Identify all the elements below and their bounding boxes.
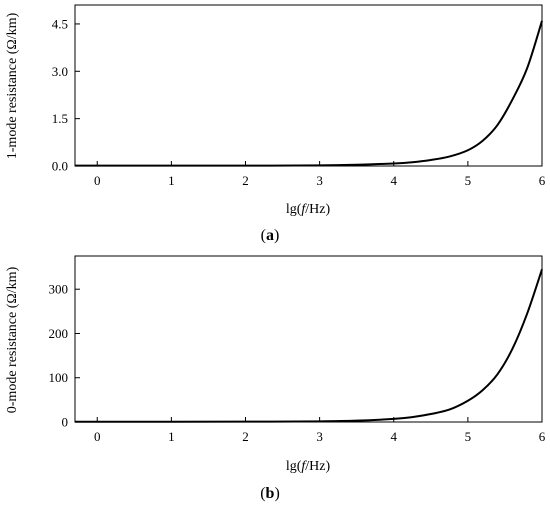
- x-tick-label: 5: [465, 429, 472, 444]
- y-axis-label-a: 1-mode resistance (Ω/km): [5, 12, 20, 159]
- y-ticks-b: 0 100 200 300: [49, 282, 80, 430]
- plot-frame-a: [74, 4, 543, 167]
- x-tick-label: 1: [168, 173, 175, 188]
- x-tick-label: 4: [390, 173, 397, 188]
- x-tick-label: 2: [242, 429, 249, 444]
- x-axis-label-a: lg(f/Hz): [286, 202, 331, 217]
- x-tick-label: 3: [316, 173, 323, 188]
- y-ticks-a: 0.0 1.5 3.0 4.5: [52, 16, 80, 174]
- x-tick-label: 6: [539, 173, 546, 188]
- x-tick-label: 5: [465, 173, 472, 188]
- x-tick-label: 2: [242, 173, 249, 188]
- y-tick-label: 0.0: [52, 159, 68, 174]
- x-tick-label: 4: [390, 429, 397, 444]
- chart-panel-a: 0 1 2 3 4 5 6 0.0 1.5 3.0 4.5 lg(f/Hz) 1-mode res…: [5, 4, 546, 244]
- x-tick-label: 0: [94, 429, 101, 444]
- x-tick-label: 1: [168, 429, 175, 444]
- x-ticks-a: 0 1 2 3 4 5 6: [94, 161, 546, 188]
- y-axis-label-b: 0-mode resistance (Ω/km): [5, 266, 20, 413]
- x-tick-label: 0: [94, 173, 101, 188]
- y-tick-label: 4.5: [52, 16, 68, 31]
- x-tick-label: 6: [539, 429, 546, 444]
- panel-label-b: (b): [260, 485, 280, 502]
- y-tick-label: 0: [62, 415, 69, 430]
- y-tick-label: 1.5: [52, 111, 68, 126]
- y-tick-label: 3.0: [52, 64, 68, 79]
- x-axis-label-b: lg(f/Hz): [286, 459, 331, 474]
- series-line-b: [74, 268, 543, 423]
- chart-panel-b: 0 1 2 3 4 5 6 0 100 200 300 lg(f/Hz) 0-mode resis…: [5, 255, 546, 502]
- panel-label-a: (a): [261, 227, 280, 244]
- x-tick-label: 3: [316, 429, 323, 444]
- y-tick-label: 100: [49, 370, 69, 385]
- y-tick-label: 300: [49, 282, 69, 297]
- series-line-a: [75, 20, 543, 167]
- y-tick-label: 200: [49, 326, 69, 341]
